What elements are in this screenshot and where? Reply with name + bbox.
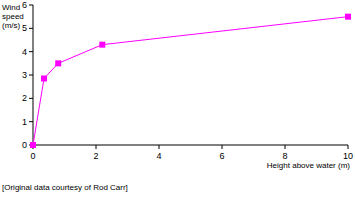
data-point xyxy=(30,142,36,148)
series-line xyxy=(33,17,348,145)
x-tick xyxy=(222,145,223,149)
x-axis-label: Height above water (m) xyxy=(267,161,350,170)
annotation: [Original data courtesy of Rod Carr] xyxy=(2,183,128,192)
data-point xyxy=(345,14,351,20)
data-point xyxy=(41,76,47,82)
x-tick-label: 4 xyxy=(156,151,161,161)
data-point xyxy=(99,42,105,48)
y-tick xyxy=(29,5,33,6)
y-tick-label: 0 xyxy=(22,140,27,150)
x-tick xyxy=(159,145,160,149)
x-tick-label: 0 xyxy=(30,151,35,161)
chart: 02468100123456Windspeed(m/s)Height above… xyxy=(0,0,355,203)
y-tick-label: 3 xyxy=(22,70,27,80)
data-point xyxy=(55,60,61,66)
x-axis xyxy=(33,145,348,146)
y-tick xyxy=(29,75,33,76)
plot-area xyxy=(30,14,351,148)
x-tick xyxy=(96,145,97,149)
x-tick-label: 6 xyxy=(219,151,224,161)
y-tick xyxy=(29,121,33,122)
chart-container: 02468100123456Windspeed(m/s)Height above… xyxy=(0,0,355,203)
x-tick-label: 2 xyxy=(93,151,98,161)
y-tick-label: 1 xyxy=(22,117,27,127)
y-tick-label: 4 xyxy=(22,47,27,57)
x-tick-label: 8 xyxy=(282,151,287,161)
x-tick xyxy=(348,145,349,149)
y-axis-label-line: Wind xyxy=(2,3,20,12)
y-axis-label-line: (m/s) xyxy=(2,21,21,30)
y-axis-label: Windspeed(m/s) xyxy=(2,3,24,30)
y-tick xyxy=(29,51,33,52)
y-tick xyxy=(29,28,33,29)
y-tick xyxy=(29,98,33,99)
y-axis-label-line: speed xyxy=(2,12,24,21)
x-tick xyxy=(285,145,286,149)
y-tick-label: 2 xyxy=(22,93,27,103)
y-tick-label: 6 xyxy=(22,0,27,10)
x-tick-label: 10 xyxy=(343,151,353,161)
y-tick-label: 5 xyxy=(22,23,27,33)
